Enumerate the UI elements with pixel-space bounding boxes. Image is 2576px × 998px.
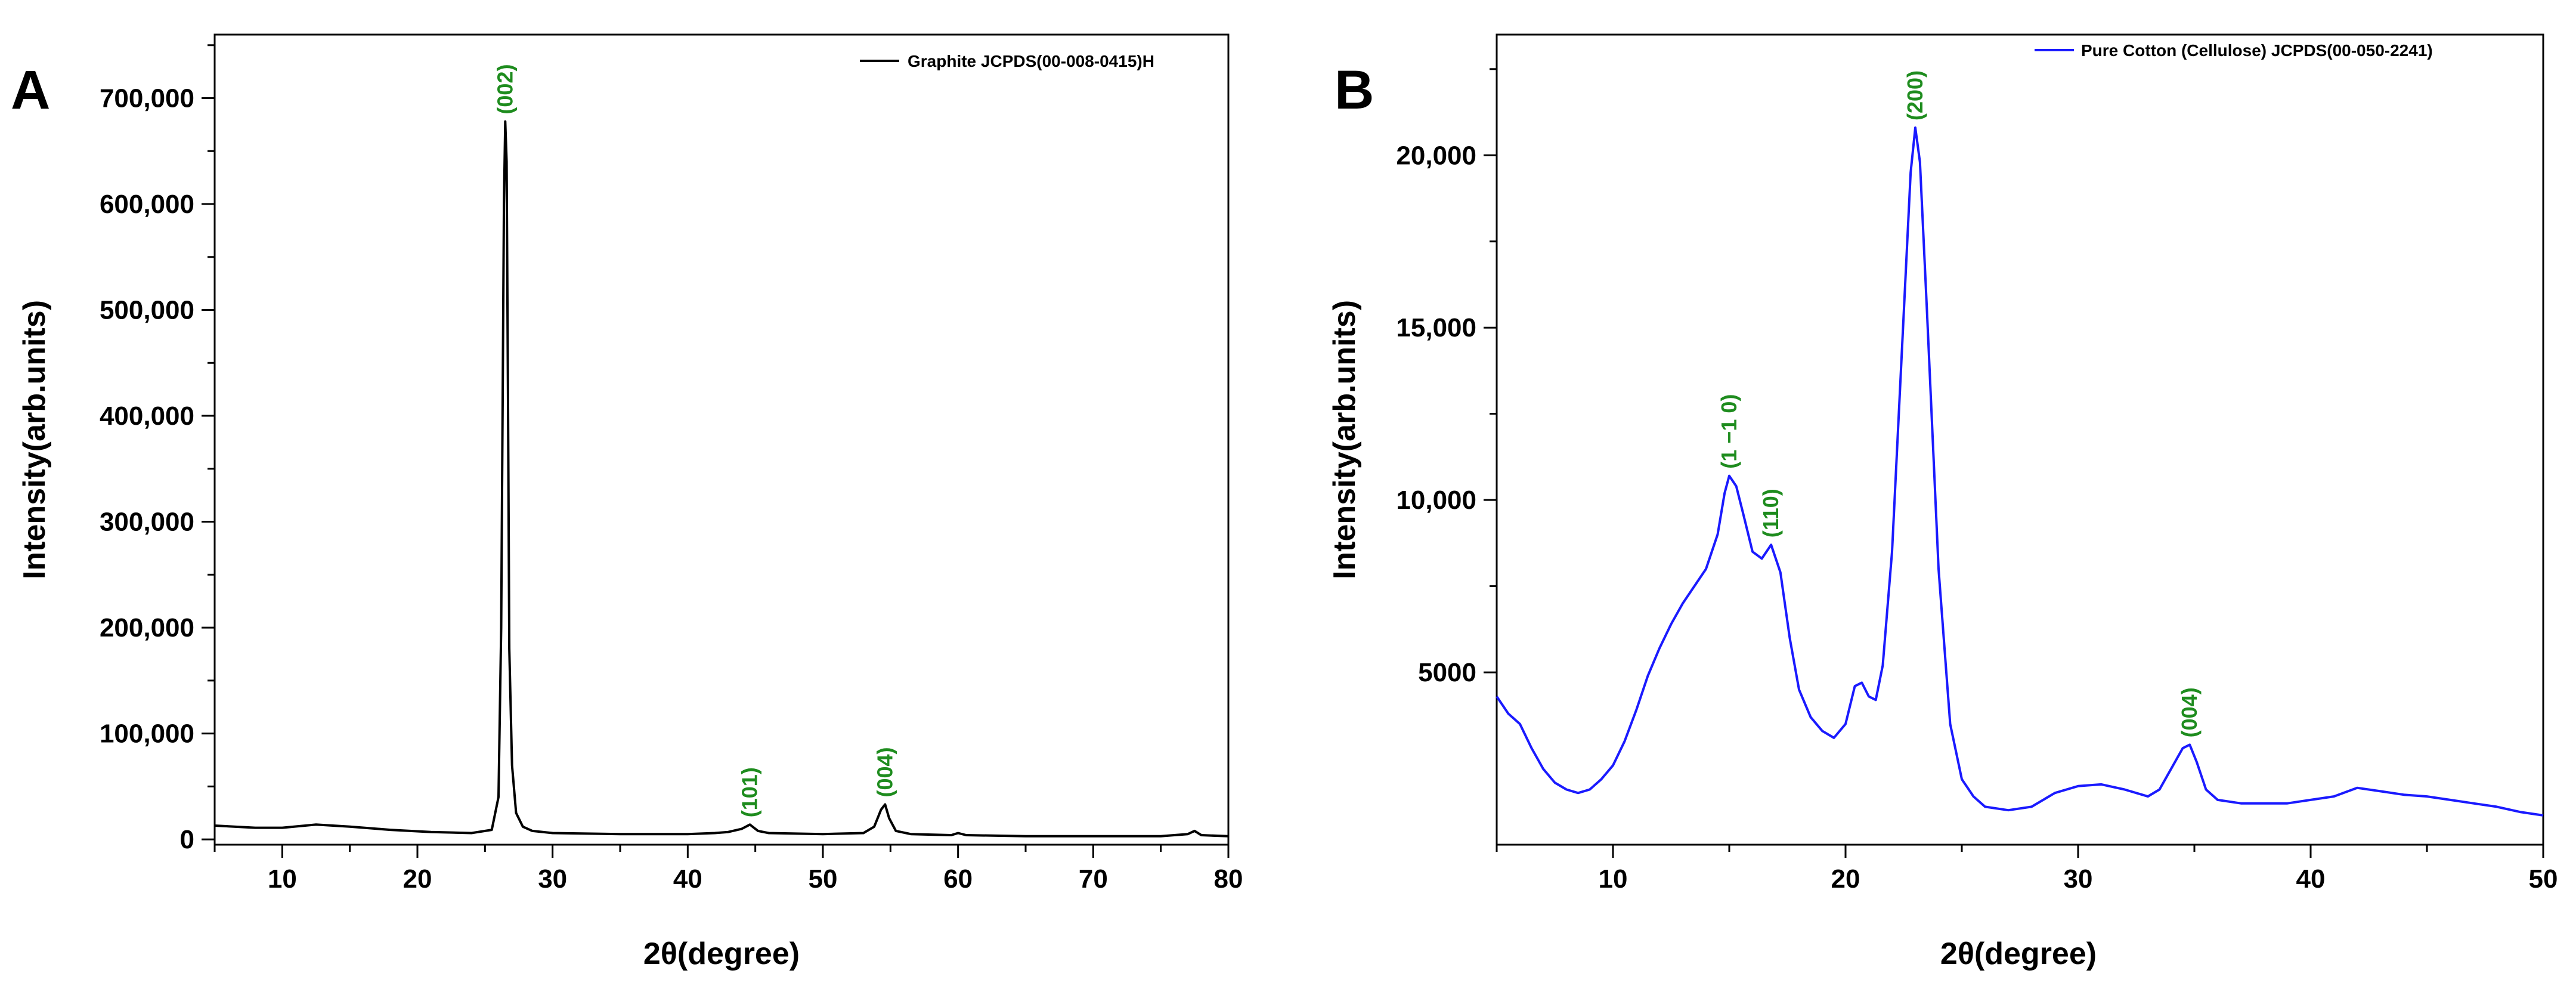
legend-label-a: Graphite JCPDS(00-008-0415)H bbox=[908, 52, 1154, 70]
x-tick-label: 40 bbox=[2296, 864, 2326, 894]
panel-letter-b: B bbox=[1335, 60, 1374, 120]
y-tick-label: 15,000 bbox=[1396, 313, 1476, 342]
x-tick-label: 50 bbox=[809, 864, 838, 894]
peak-label: (002) bbox=[493, 64, 517, 115]
x-tick-label: 10 bbox=[268, 864, 297, 894]
peak-annotations-b: (1 −1 0) (110) (200) (004) bbox=[1717, 70, 2202, 737]
x-tick-label: 50 bbox=[2529, 864, 2558, 894]
peak-label: (110) bbox=[1758, 489, 1783, 537]
legend-label-b: Pure Cotton (Cellulose) JCPDS(00-050-224… bbox=[2081, 41, 2433, 60]
y-tick-label: 700,000 bbox=[100, 84, 194, 113]
peak-label: (101) bbox=[738, 767, 762, 817]
peak-label: (1 −1 0) bbox=[1717, 394, 1741, 469]
x-tick-label: 10 bbox=[1599, 864, 1628, 894]
y-tick-label: 0 bbox=[180, 825, 194, 854]
y-tick-label: 200,000 bbox=[100, 613, 194, 642]
x-tick-label: 80 bbox=[1214, 864, 1243, 894]
panel-letter-a: A bbox=[11, 60, 50, 120]
y-tick-label: 400,000 bbox=[100, 401, 194, 431]
x-axis-title-b: 2θ(degree) bbox=[1940, 937, 2097, 971]
x-tick-label: 30 bbox=[538, 864, 567, 894]
chart-panel-a: A 0 100,000 200,000 300,000 400,000 500,000 60… bbox=[11, 33, 1243, 971]
y-tick-label: 500,000 bbox=[100, 296, 194, 325]
y-tick-label: 5000 bbox=[1418, 658, 1476, 687]
x-tick-label: 30 bbox=[2064, 864, 2093, 894]
y-axis-title-a: Intensity(arb.units) bbox=[17, 300, 52, 579]
plot-frame-a bbox=[213, 33, 1230, 846]
x-axis-a: 10 20 30 40 50 60 70 80 bbox=[213, 845, 1243, 894]
series-line-cellulose bbox=[1496, 126, 2544, 817]
peak-label: (200) bbox=[1903, 70, 1927, 120]
peak-label: (004) bbox=[872, 747, 897, 797]
y-tick-label: 600,000 bbox=[100, 190, 194, 219]
x-tick-label: 40 bbox=[673, 864, 702, 894]
y-axis-b: 5000 10,000 15,000 20,000 bbox=[1396, 68, 1497, 687]
x-axis-title-a: 2θ(degree) bbox=[643, 937, 800, 971]
x-tick-label: 60 bbox=[943, 864, 973, 894]
peak-annotations-a: (002) (101) (004) bbox=[493, 64, 897, 818]
x-tick-label: 20 bbox=[1831, 864, 1860, 894]
y-tick-label: 20,000 bbox=[1396, 141, 1476, 170]
series-line-graphite bbox=[214, 120, 1229, 838]
chart-panel-b: B 5000 10,000 15,000 20,000 10 20 30 40 50 (1 −… bbox=[1327, 33, 2558, 971]
y-tick-label: 10,000 bbox=[1396, 486, 1476, 515]
peak-label: (004) bbox=[2177, 687, 2202, 737]
y-tick-label: 300,000 bbox=[100, 508, 194, 537]
y-axis-a: 0 100,000 200,000 300,000 400,000 500,000 600,… bbox=[100, 44, 215, 854]
y-axis-title-b: Intensity(arb.units) bbox=[1327, 300, 1362, 579]
x-tick-label: 70 bbox=[1079, 864, 1108, 894]
y-tick-label: 100,000 bbox=[100, 719, 194, 749]
plot-frame-b bbox=[1496, 33, 2544, 846]
x-axis-b: 10 20 30 40 50 bbox=[1496, 845, 2558, 894]
x-tick-label: 20 bbox=[403, 864, 432, 894]
